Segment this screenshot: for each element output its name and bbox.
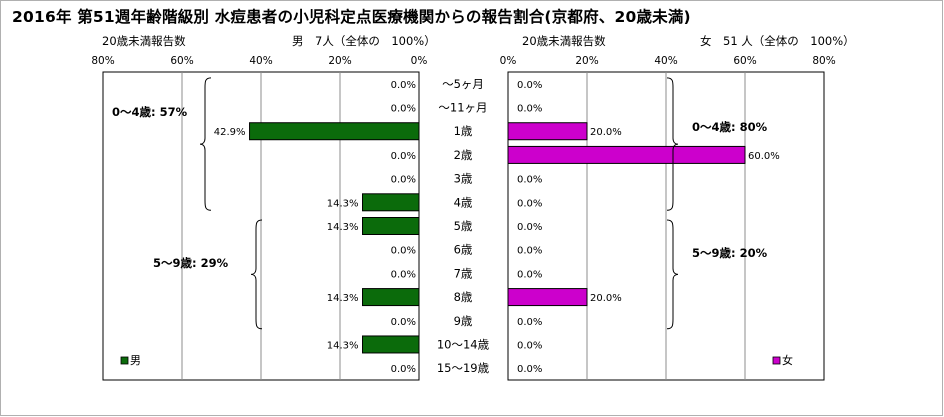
female-legend-swatch bbox=[772, 356, 781, 365]
male-bracket-0-4 bbox=[199, 77, 212, 211]
female-data-label: 0.0% bbox=[517, 80, 542, 91]
female-data-label: 20.0% bbox=[590, 127, 622, 138]
female-data-label: 0.0% bbox=[517, 246, 542, 257]
male-data-label: 14.3% bbox=[327, 340, 359, 351]
male-x-tick-label: 40% bbox=[249, 55, 272, 67]
left-axis-title: 20歳未満報告数 bbox=[102, 34, 186, 48]
female-bracket-label: 5～9歳: 20% bbox=[692, 246, 768, 260]
male-data-label: 0.0% bbox=[391, 246, 416, 257]
male-x-tick-label: 20% bbox=[328, 55, 351, 67]
age-category-label: 5歳 bbox=[454, 219, 473, 233]
female-data-label: 0.0% bbox=[517, 340, 542, 351]
female-total-label: 女 51 人（全体の 100%） bbox=[700, 34, 855, 48]
male-legend-swatch bbox=[120, 356, 129, 365]
male-data-label: 14.3% bbox=[327, 293, 359, 304]
age-category-label: 15～19歳 bbox=[437, 361, 490, 375]
age-category-label: 1歳 bbox=[454, 124, 473, 138]
age-category-label: 4歳 bbox=[454, 195, 473, 209]
female-data-label: 20.0% bbox=[590, 293, 622, 304]
female-x-tick-label: 80% bbox=[812, 55, 835, 67]
female-bar bbox=[507, 288, 588, 307]
female-data-label: 0.0% bbox=[517, 198, 542, 209]
male-bracket-label: 0～4歳: 57% bbox=[112, 105, 188, 119]
male-data-label: 0.0% bbox=[391, 317, 416, 328]
male-data-label: 0.0% bbox=[391, 364, 416, 375]
female-bar bbox=[507, 145, 746, 164]
male-data-label: 14.3% bbox=[327, 222, 359, 233]
female-bracket-5-9 bbox=[666, 219, 679, 330]
male-data-label: 0.0% bbox=[391, 104, 416, 115]
female-x-tick-label: 0% bbox=[500, 55, 517, 67]
female-x-tick-label: 40% bbox=[654, 55, 677, 67]
male-x-tick-label: 0% bbox=[411, 55, 428, 67]
male-bar bbox=[362, 193, 420, 212]
female-x-tick-label: 20% bbox=[575, 55, 598, 67]
age-category-label: 6歳 bbox=[454, 243, 473, 257]
female-data-label: 0.0% bbox=[517, 104, 542, 115]
age-category-label: 2歳 bbox=[454, 148, 473, 162]
female-data-label: 0.0% bbox=[517, 317, 542, 328]
male-legend-label: 男 bbox=[130, 354, 141, 367]
male-bracket-5-9 bbox=[250, 219, 263, 330]
age-category-label: 7歳 bbox=[454, 266, 473, 280]
female-data-label: 0.0% bbox=[517, 222, 542, 233]
female-data-label: 0.0% bbox=[517, 364, 542, 375]
female-data-label: 60.0% bbox=[748, 151, 780, 162]
male-bar bbox=[362, 335, 420, 354]
age-category-label: 3歳 bbox=[454, 172, 473, 186]
female-bracket-label: 0～4歳: 80% bbox=[692, 120, 768, 134]
age-category-label: 9歳 bbox=[454, 314, 473, 328]
age-category-label: 8歳 bbox=[454, 290, 473, 304]
chart-title: 2016年 第51週年齢階級別 水痘患者の小児科定点医療機関からの報告割合(京都… bbox=[12, 8, 691, 26]
male-bar bbox=[249, 122, 420, 141]
male-data-label: 42.9% bbox=[214, 127, 246, 138]
age-category-label: ～5ヶ月 bbox=[442, 77, 484, 91]
female-x-tick-label: 60% bbox=[733, 55, 756, 67]
age-category-label: ～11ヶ月 bbox=[438, 101, 487, 115]
male-bar bbox=[362, 288, 420, 307]
age-category-label: 10～14歳 bbox=[437, 337, 490, 351]
male-x-tick-label: 60% bbox=[170, 55, 193, 67]
male-data-label: 0.0% bbox=[391, 269, 416, 280]
male-x-tick-label: 80% bbox=[91, 55, 114, 67]
female-data-label: 0.0% bbox=[517, 269, 542, 280]
female-data-label: 0.0% bbox=[517, 175, 542, 186]
male-total-label: 男 7人（全体の 100%） bbox=[292, 34, 436, 48]
female-bar bbox=[507, 122, 588, 141]
male-bracket-label: 5～9歳: 29% bbox=[153, 256, 229, 270]
female-bracket-0-4 bbox=[666, 77, 679, 211]
male-data-label: 0.0% bbox=[391, 175, 416, 186]
male-data-label: 0.0% bbox=[391, 80, 416, 91]
male-data-label: 0.0% bbox=[391, 151, 416, 162]
male-bar bbox=[362, 217, 420, 235]
right-axis-title: 20歳未満報告数 bbox=[522, 34, 606, 48]
male-data-label: 14.3% bbox=[327, 198, 359, 209]
female-legend-label: 女 bbox=[782, 353, 793, 367]
